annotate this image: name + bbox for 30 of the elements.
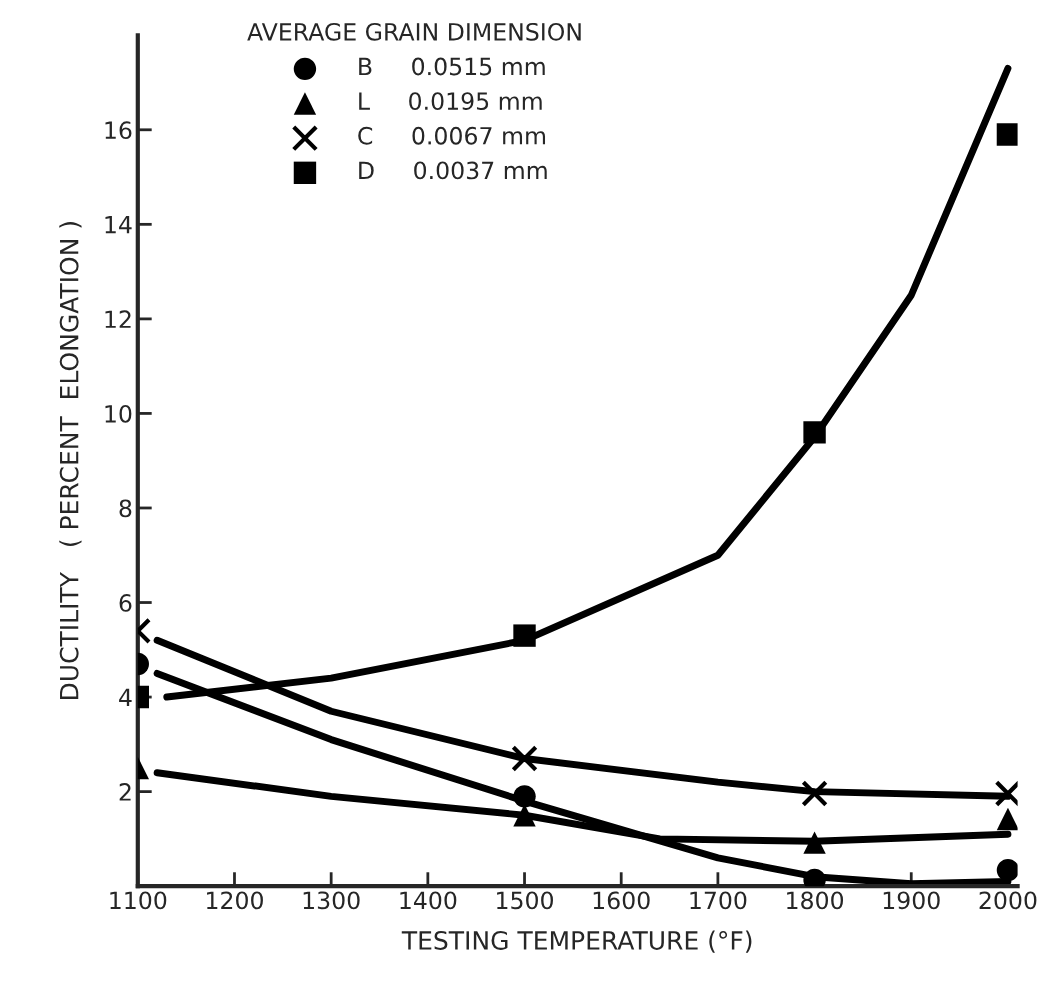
x-tick-label: 1300 <box>303 891 360 910</box>
x-tick-label: 1700 <box>690 891 747 910</box>
x-tick-label: 1500 <box>497 891 553 910</box>
y-tick-label: 8 <box>119 499 132 518</box>
point <box>996 858 1018 882</box>
point <box>803 831 826 854</box>
point <box>996 807 1018 831</box>
x-tick-label: 1600 <box>593 891 650 910</box>
x-tick-label: 1900 <box>883 891 940 910</box>
x-axis-title: TESTING TEMPERATURE (°F) <box>401 930 752 953</box>
point <box>996 123 1018 146</box>
x-tick-label: 1800 <box>787 891 844 910</box>
y-tick-label: 2 <box>119 783 131 801</box>
legend-label: D 0.0037 mm <box>359 161 547 180</box>
x-tick-label: 1400 <box>400 891 457 910</box>
y-axis-title: DUCTILITY ( PERCENT ELONGATION ) <box>59 222 82 700</box>
legend-label: L 0.0195 mm <box>359 92 542 111</box>
legend-label: B 0.0515 mm <box>359 57 545 76</box>
y-tick-label: 12 <box>105 310 131 328</box>
legend-title: AVERAGE GRAIN DIMENSION <box>247 22 581 41</box>
x-tick-label: 1200 <box>207 891 263 910</box>
y-tick-label: 6 <box>119 593 132 612</box>
x-tick-label: 2000 <box>979 891 1037 910</box>
y-tick-label: 10 <box>105 404 132 423</box>
legend-label: C 0.0067 mm <box>358 126 546 145</box>
y-tick-label: 14 <box>105 216 132 234</box>
x-tick-label: 1100 <box>110 891 167 910</box>
point <box>803 421 826 444</box>
y-tick-label: 16 <box>105 121 132 140</box>
y-tick-label: 4 <box>119 688 132 707</box>
